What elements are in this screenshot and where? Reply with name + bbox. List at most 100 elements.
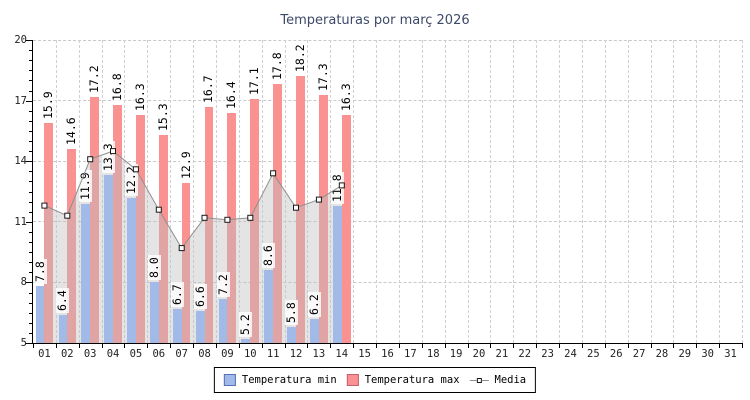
min-bar xyxy=(287,326,296,343)
x-tick-label: 27 xyxy=(632,348,646,360)
x-gridline xyxy=(238,40,240,343)
y-tick-label: 8 xyxy=(20,276,27,289)
x-tick xyxy=(604,344,606,348)
legend-item-media: Media xyxy=(469,374,527,386)
y-tick-label: 11 xyxy=(14,215,27,228)
legend: Temperatura min Temperatura max Media xyxy=(213,367,537,393)
min-bar xyxy=(172,308,182,343)
y-tick-label: 20 xyxy=(14,34,27,46)
x-tick xyxy=(193,344,195,348)
x-tick xyxy=(307,344,309,348)
y-tick-label: 14 xyxy=(14,155,27,168)
max-value-label: 17.3 xyxy=(315,60,330,93)
x-gridline xyxy=(559,40,561,343)
x-tick xyxy=(353,344,355,348)
x-gridline xyxy=(696,40,698,343)
x-tick-label: 24 xyxy=(564,348,577,360)
max-bar xyxy=(90,96,99,343)
min-value-label: 6.7 xyxy=(169,281,184,307)
x-gridline xyxy=(147,40,149,343)
x-tick-label: 22 xyxy=(518,348,532,360)
y-minor-tick xyxy=(29,211,32,213)
x-tick-label: 08 xyxy=(198,348,211,360)
max-value-label: 16.3 xyxy=(338,81,353,113)
y-minor-tick xyxy=(29,110,32,112)
min-bar xyxy=(264,270,274,343)
x-tick xyxy=(261,344,263,348)
y-minor-tick xyxy=(29,120,32,122)
y-minor-tick xyxy=(29,231,32,233)
min-value-label: 13.3 xyxy=(101,141,116,174)
media-line-segment xyxy=(481,379,489,381)
x-tick xyxy=(124,344,126,348)
x-gridline xyxy=(604,40,606,343)
x-tick xyxy=(673,344,675,348)
y-major-tick xyxy=(26,282,32,284)
y-minor-tick xyxy=(29,130,32,132)
chart-title: Temperaturas por març 2026 xyxy=(280,13,470,28)
max-value-label: 16.3 xyxy=(132,81,147,113)
max-value-label: 18.2 xyxy=(292,42,307,75)
x-tick-label: 12 xyxy=(289,348,303,360)
y-gridline xyxy=(33,160,742,162)
x-tick-label: 16 xyxy=(381,348,394,360)
max-bar xyxy=(44,122,54,343)
min-bar xyxy=(81,203,91,343)
x-tick-label: 28 xyxy=(655,348,669,360)
y-minor-tick xyxy=(29,80,32,82)
max-series-swatch xyxy=(346,374,359,386)
media-line-marker-icon xyxy=(469,377,489,383)
media-line-segment xyxy=(469,379,477,381)
legend-item-temperatura-min: Temperatura min xyxy=(223,374,337,386)
x-gridline xyxy=(353,40,355,343)
y-minor-tick xyxy=(29,252,32,254)
y-minor-tick xyxy=(29,50,32,52)
x-gridline xyxy=(376,40,378,343)
max-value-label: 15.3 xyxy=(155,101,170,133)
x-tick xyxy=(536,344,538,348)
x-tick xyxy=(719,344,721,348)
x-tick xyxy=(513,344,515,348)
x-tick xyxy=(398,344,400,348)
min-value-label: 6.6 xyxy=(192,283,207,309)
y-minor-tick xyxy=(29,332,32,334)
x-tick-label: 04 xyxy=(106,348,120,360)
min-bar xyxy=(149,282,159,343)
y-minor-tick xyxy=(29,90,32,92)
media-square-marker xyxy=(476,377,482,383)
x-tick xyxy=(467,344,469,348)
x-tick xyxy=(444,344,446,348)
legend-label-media: Media xyxy=(494,374,527,386)
x-gridline xyxy=(467,40,469,343)
y-gridline xyxy=(33,221,742,223)
min-value-label: 8.6 xyxy=(261,243,276,269)
x-tick xyxy=(650,344,652,348)
y-gridline xyxy=(33,39,742,41)
y-minor-tick xyxy=(29,322,32,324)
x-tick-label: 23 xyxy=(541,348,554,360)
min-bar xyxy=(35,286,45,343)
x-gridline xyxy=(581,40,583,343)
max-bar xyxy=(341,114,351,343)
x-gridline xyxy=(650,40,652,343)
x-gridline xyxy=(215,40,217,343)
x-gridline xyxy=(490,40,492,343)
y-gridline xyxy=(33,281,742,283)
max-value-label: 15.9 xyxy=(41,89,56,121)
x-tick xyxy=(581,344,583,348)
min-value-label: 8.0 xyxy=(146,255,161,281)
max-bar xyxy=(181,183,191,343)
x-gridline xyxy=(284,40,286,343)
y-minor-tick xyxy=(29,141,32,142)
x-tick xyxy=(284,344,286,348)
max-value-label: 14.6 xyxy=(64,115,79,148)
x-tick xyxy=(627,344,629,348)
y-tick-label: 17 xyxy=(14,94,27,107)
min-value-label: 11.8 xyxy=(329,171,344,204)
min-value-label: 12.2 xyxy=(124,163,139,196)
x-gridline xyxy=(421,40,423,343)
max-bar xyxy=(158,134,168,343)
max-value-label: 17.2 xyxy=(87,62,102,95)
